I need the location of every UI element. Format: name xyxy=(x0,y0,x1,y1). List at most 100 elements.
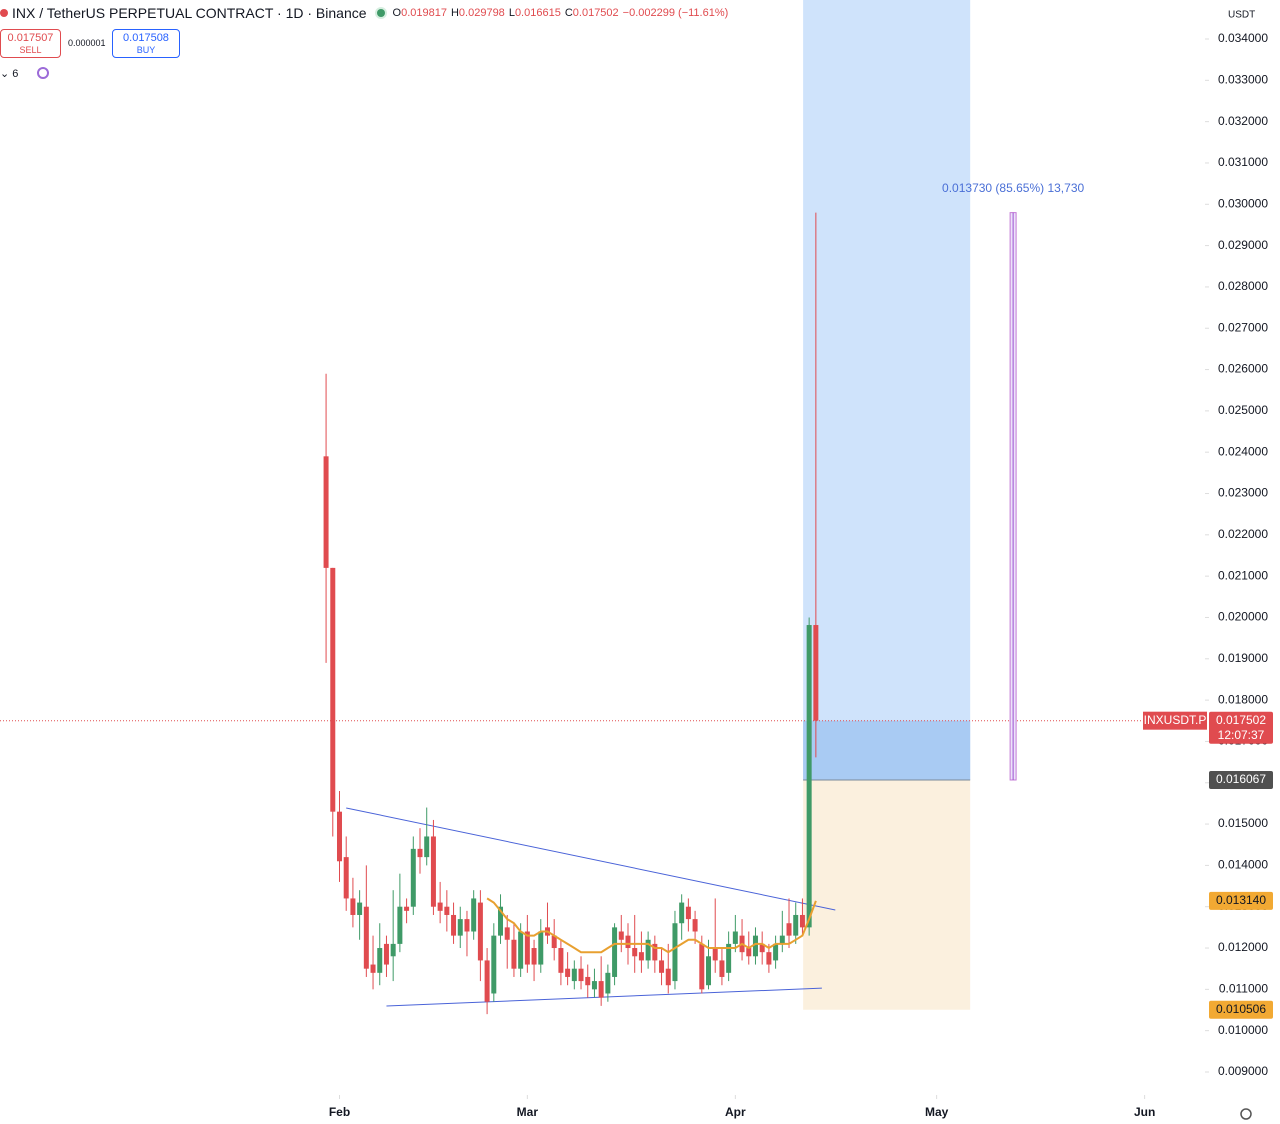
sell-price: 0.017507 xyxy=(7,32,54,44)
candle-body xyxy=(430,836,436,907)
sell-label: SELL xyxy=(19,45,42,55)
symbol-icon xyxy=(0,9,8,17)
y-tick-label: 0.012000 xyxy=(1218,940,1268,954)
y-tick-label: 0.028000 xyxy=(1218,279,1268,293)
ohlc-label: L xyxy=(508,7,515,19)
change: −0.002299 (−11.61%) xyxy=(622,7,729,19)
y-tick-label: 0.020000 xyxy=(1218,610,1268,624)
sell-button[interactable]: 0.017507 SELL xyxy=(0,29,61,58)
candle-body xyxy=(437,902,443,911)
y-tick-label: 0.019000 xyxy=(1218,651,1268,665)
measure-label: 0.013730 (85.65%) 13,730 xyxy=(942,181,1084,195)
candle-body xyxy=(752,935,758,957)
sync-icon[interactable] xyxy=(37,67,49,79)
buy-price: 0.017508 xyxy=(123,32,169,44)
trendline xyxy=(386,987,822,1007)
indicators-toggle[interactable]: ⌄ 6 xyxy=(0,68,19,80)
y-tick-label: 0.011000 xyxy=(1219,982,1268,996)
countdown: 12:07:37 xyxy=(1218,728,1265,742)
spread: 0.000001 xyxy=(68,38,106,48)
candle-body xyxy=(410,848,416,907)
candle-body xyxy=(484,960,490,1002)
candle-body xyxy=(679,902,685,924)
symbol-box xyxy=(1143,711,1207,730)
candle-body xyxy=(511,939,517,969)
buy-button[interactable]: 0.017508 BUY xyxy=(112,29,180,58)
candle-body xyxy=(363,906,369,969)
settings-icon[interactable] xyxy=(1240,1108,1252,1120)
candle-body xyxy=(504,927,510,940)
y-tick-label: 0.021000 xyxy=(1218,568,1268,582)
candle-body xyxy=(390,943,396,957)
entry-price: 0.016067 xyxy=(1216,772,1266,786)
candle-body xyxy=(498,906,504,936)
candle-body xyxy=(350,898,356,915)
x-tick-label: Jun xyxy=(1134,1105,1155,1119)
y-tick-label: 0.009000 xyxy=(1218,1064,1268,1078)
candle-body xyxy=(712,948,718,961)
candle-body xyxy=(518,931,524,969)
candle-body xyxy=(659,960,665,973)
status-dot xyxy=(376,9,385,17)
candle-body xyxy=(598,981,604,998)
y-tick-label: 0.015000 xyxy=(1218,816,1268,830)
entry-price-box xyxy=(1209,770,1273,789)
candle-body xyxy=(799,914,805,928)
y-tick-label: 0.025000 xyxy=(1218,403,1268,417)
candle-body xyxy=(343,857,349,899)
candle-body xyxy=(464,919,470,932)
trendline xyxy=(346,807,836,911)
candle-body xyxy=(571,968,577,982)
stop-price-box xyxy=(1209,1000,1273,1019)
candle-body xyxy=(565,968,571,977)
y-tick-label: 0.023000 xyxy=(1218,486,1268,500)
y-tick-label: 0.024000 xyxy=(1218,444,1268,458)
candle-body xyxy=(551,935,557,949)
candle-body xyxy=(417,848,423,858)
candle-body xyxy=(397,906,403,944)
candle-body xyxy=(726,943,732,973)
candle-body xyxy=(746,948,752,957)
candle-body xyxy=(585,976,591,986)
y-tick-label: 0.014000 xyxy=(1218,858,1268,872)
candle-body xyxy=(618,931,624,940)
candle-body xyxy=(652,943,658,961)
y-tick-label: 0.022000 xyxy=(1218,527,1268,541)
candle-body xyxy=(370,964,376,973)
candle-body xyxy=(719,960,725,977)
candle-body xyxy=(786,923,792,936)
candle-body xyxy=(451,914,457,936)
indicator-count: 6 xyxy=(12,68,19,80)
last-price: 0.017502 xyxy=(1216,713,1266,727)
ohlc-value: 0.017502 xyxy=(572,7,619,19)
symbol-title[interactable]: INX / TetherUS PERPETUAL CONTRACT · 1D ·… xyxy=(12,5,367,21)
moving-average xyxy=(486,897,817,954)
stop-zone xyxy=(803,779,971,1010)
candle-body xyxy=(645,939,651,961)
header: INX / TetherUS PERPETUAL CONTRACT · 1D ·… xyxy=(0,5,728,21)
candle-body xyxy=(612,927,618,977)
candle-body xyxy=(699,943,705,990)
candle-body xyxy=(323,456,329,568)
candle-body xyxy=(759,943,765,953)
candle-body xyxy=(813,625,819,721)
y-tick-label: 0.026000 xyxy=(1218,362,1268,376)
x-tick-label: Apr xyxy=(725,1105,746,1119)
candle-body xyxy=(793,914,799,936)
candle-body xyxy=(605,972,611,994)
ohlc-label: O xyxy=(392,7,402,19)
candle-body xyxy=(632,948,638,957)
candle-body xyxy=(444,906,450,915)
currency[interactable]: USDT xyxy=(1228,10,1255,21)
ohlc-value: 0.029798 xyxy=(458,7,505,19)
candle-body xyxy=(538,931,544,965)
ma-price-box xyxy=(1209,891,1273,910)
candle-body xyxy=(404,906,410,911)
ohlc-value: 0.016615 xyxy=(514,7,561,19)
candle-body xyxy=(531,948,537,965)
y-tick-label: 0.030000 xyxy=(1218,196,1268,210)
y-tick-label: 0.032000 xyxy=(1218,114,1268,128)
y-tick-label: 0.033000 xyxy=(1218,72,1268,86)
candle-body xyxy=(625,935,631,949)
